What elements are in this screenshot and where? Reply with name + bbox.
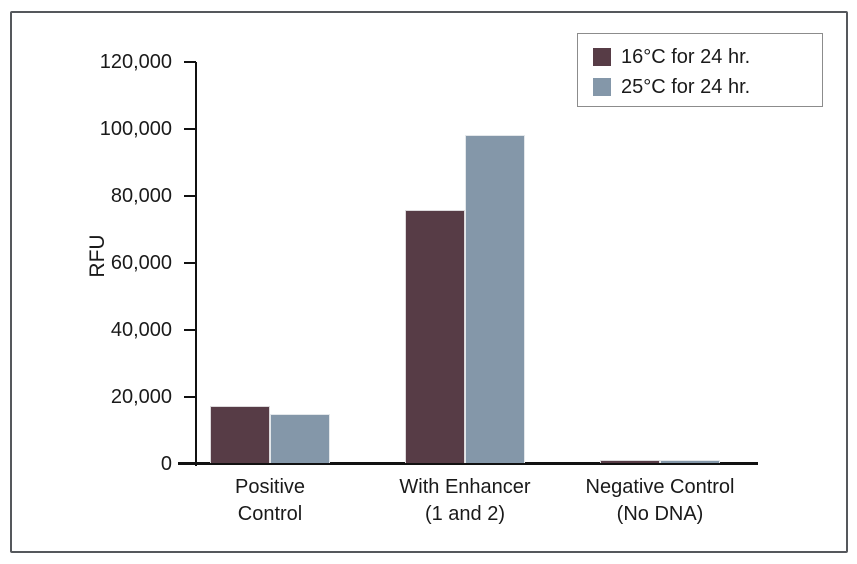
y-tick: [184, 463, 196, 465]
bar-s1-c1: [465, 134, 525, 463]
y-tick-label: 20,000: [110, 386, 172, 408]
x-category-label: With Enhancer (1 and 2): [399, 476, 531, 525]
bar-s0-c2: [600, 459, 660, 463]
legend: 16°C for 24 hr. 25°C for 24 hr.: [577, 33, 823, 107]
y-tick-label: 0: [160, 453, 172, 475]
bar-s0-c0: [210, 406, 270, 463]
y-tick-label: 120,000: [99, 51, 172, 73]
legend-label-25c: 25°C for 24 hr.: [621, 75, 751, 98]
y-tick-label: 60,000: [110, 252, 172, 274]
y-tick: [184, 195, 196, 197]
legend-item-25c: 25°C for 24 hr.: [593, 73, 822, 101]
y-axis-line: [195, 62, 197, 466]
y-tick: [184, 61, 196, 63]
y-tick: [184, 329, 196, 331]
legend-label-16c: 16°C for 24 hr.: [621, 45, 751, 68]
x-axis-line: [178, 462, 758, 465]
y-tick-label: 100,000: [99, 118, 172, 140]
bar-s0-c1: [405, 210, 465, 463]
legend-item-16c: 16°C for 24 hr.: [593, 43, 822, 71]
legend-swatch-16c-icon: [593, 48, 611, 66]
y-tick-label: 40,000: [110, 319, 172, 341]
y-tick: [184, 262, 196, 264]
x-category-label: Negative Control (No DNA): [585, 476, 735, 525]
y-tick: [184, 128, 196, 130]
y-tick: [184, 396, 196, 398]
y-tick-label: 80,000: [110, 185, 172, 207]
x-category-label: Positive Control: [234, 476, 306, 525]
legend-swatch-25c-icon: [593, 78, 611, 96]
bar-s1-c2: [660, 459, 720, 463]
bar-s1-c0: [270, 414, 330, 463]
